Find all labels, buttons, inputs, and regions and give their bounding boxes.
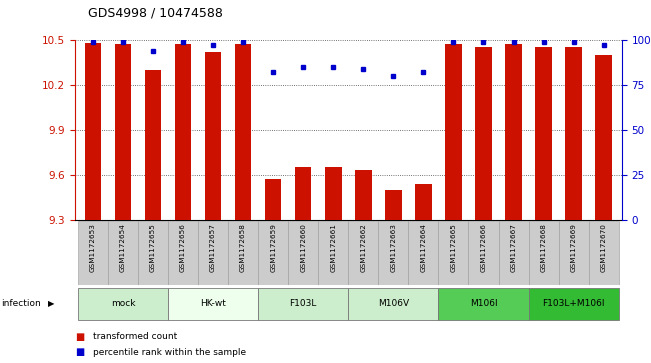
Text: ■: ■ [75, 347, 84, 357]
Text: HK-wt: HK-wt [200, 299, 226, 308]
Bar [288, 221, 318, 285]
Bar [265, 179, 281, 220]
Bar [348, 221, 378, 285]
Bar [535, 48, 552, 220]
Text: GSM1172653: GSM1172653 [90, 223, 96, 272]
Text: GSM1172658: GSM1172658 [240, 223, 246, 272]
Text: F103L: F103L [290, 299, 317, 308]
Text: GSM1172659: GSM1172659 [270, 223, 276, 272]
Bar [348, 289, 438, 319]
Bar [198, 221, 228, 285]
Text: infection: infection [1, 299, 41, 308]
Bar [438, 221, 469, 285]
Bar [529, 289, 618, 319]
Bar [78, 221, 108, 285]
Bar [565, 48, 582, 220]
Text: mock: mock [111, 299, 135, 308]
Text: GSM1172664: GSM1172664 [421, 223, 426, 272]
Text: GSM1172670: GSM1172670 [601, 223, 607, 272]
Text: GSM1172668: GSM1172668 [540, 223, 547, 272]
Text: GSM1172660: GSM1172660 [300, 223, 306, 272]
Bar [235, 44, 251, 220]
Bar [168, 221, 198, 285]
Text: M106V: M106V [378, 299, 409, 308]
Bar [258, 221, 288, 285]
Bar [438, 289, 529, 319]
Text: GSM1172666: GSM1172666 [480, 223, 486, 272]
Bar [318, 221, 348, 285]
Text: GSM1172663: GSM1172663 [391, 223, 396, 272]
Bar [258, 289, 348, 319]
Text: GSM1172665: GSM1172665 [450, 223, 456, 272]
Bar [228, 221, 258, 285]
Bar [355, 170, 372, 220]
Bar [78, 289, 168, 319]
Bar [205, 52, 221, 220]
Text: GSM1172655: GSM1172655 [150, 223, 156, 272]
Bar [408, 221, 438, 285]
Text: GDS4998 / 10474588: GDS4998 / 10474588 [88, 7, 223, 20]
Bar [174, 44, 191, 220]
Text: GSM1172656: GSM1172656 [180, 223, 186, 272]
Bar [168, 289, 258, 319]
Bar [589, 221, 618, 285]
Text: GSM1172657: GSM1172657 [210, 223, 216, 272]
Bar [138, 221, 168, 285]
Text: percentile rank within the sample: percentile rank within the sample [93, 348, 246, 356]
Bar [529, 221, 559, 285]
Bar [469, 221, 499, 285]
Text: ▶: ▶ [48, 299, 54, 308]
Text: transformed count: transformed count [93, 333, 177, 341]
Text: M106I: M106I [469, 299, 497, 308]
Bar [108, 221, 138, 285]
Bar [325, 167, 342, 220]
Bar [596, 55, 612, 220]
Bar [385, 190, 402, 220]
Text: GSM1172661: GSM1172661 [330, 223, 337, 272]
Text: GSM1172669: GSM1172669 [571, 223, 577, 272]
Text: ■: ■ [75, 332, 84, 342]
Bar [85, 43, 101, 220]
Text: F103L+M106I: F103L+M106I [542, 299, 605, 308]
Text: GSM1172654: GSM1172654 [120, 223, 126, 272]
Bar [378, 221, 408, 285]
Bar [295, 167, 311, 220]
Bar [445, 44, 462, 220]
Bar [115, 44, 132, 220]
Bar [499, 221, 529, 285]
Bar [415, 184, 432, 220]
Text: GSM1172662: GSM1172662 [360, 223, 367, 272]
Bar [145, 70, 161, 220]
Bar [559, 221, 589, 285]
Bar [505, 44, 522, 220]
Text: GSM1172667: GSM1172667 [510, 223, 516, 272]
Bar [475, 48, 492, 220]
